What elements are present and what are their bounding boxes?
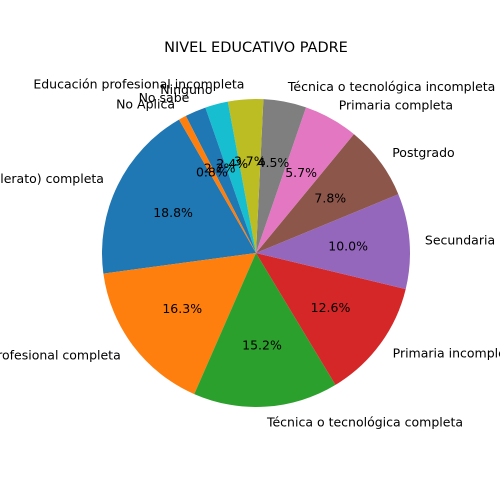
slice-percent-label: 0.8% [196, 164, 228, 179]
slice-category-label: Educación profesional incompleta [33, 76, 244, 91]
slice-category-label: Postgrado [392, 145, 454, 160]
slice-percent-label: 2.2% [204, 161, 236, 176]
slice-category-label: Secundaria incompleta [425, 232, 500, 247]
slice-category-label: Técnica o tecnológica completa [266, 415, 463, 430]
slice-category-label: Bachillerato) completa [0, 171, 104, 186]
pie-slice [101, 119, 256, 274]
pie-slice [103, 253, 256, 395]
percent-labels: 18.8% 16.3% 15.2% 12.6% 10.0% 7.8% 5.7%4.5%3.7… [153, 153, 368, 352]
chart-title: NIVEL EDUCATIVO PADRE [164, 40, 348, 56]
slice-percent-label: 4.5% [258, 155, 290, 170]
pie-slice [194, 253, 336, 407]
pie-slice [256, 253, 406, 385]
slice-category-label: Ninguno [160, 82, 212, 97]
pie-slice [256, 99, 307, 253]
slice-percent-label: 15.2% [242, 338, 282, 353]
slice-percent-label: 16.3% [162, 301, 202, 316]
slice-percent-label: 7.8% [314, 191, 346, 206]
slice-percent-label: 10.0% [328, 238, 368, 253]
pie-slice [227, 98, 264, 253]
slice-percent-label: 3.7% [234, 153, 266, 168]
pie-slices [101, 98, 410, 407]
slice-category-label: No Aplica [116, 97, 175, 112]
slice-percent-label: 2.4% [216, 156, 248, 171]
category-labels: Bachillerato) completa Educación profesio… [0, 76, 500, 429]
pie-slice [179, 115, 256, 253]
slice-category-label: No sabe [139, 90, 190, 105]
pie-slice [256, 107, 354, 254]
slice-category-label: Educación profesional completa [0, 347, 121, 362]
pie-slice [256, 194, 410, 290]
slice-category-label: Primaria completa [339, 98, 453, 113]
slice-category-label: Primaria incompleta [393, 346, 500, 361]
slice-percent-label: 5.7% [285, 165, 317, 180]
slice-category-label: Técnica o tecnológica incompleta [287, 79, 495, 94]
pie-slice [205, 101, 256, 253]
pie-slice [185, 107, 256, 253]
slice-percent-label: 18.8% [153, 205, 193, 220]
pie-slice [256, 134, 399, 253]
slice-percent-label: 12.6% [311, 300, 351, 315]
